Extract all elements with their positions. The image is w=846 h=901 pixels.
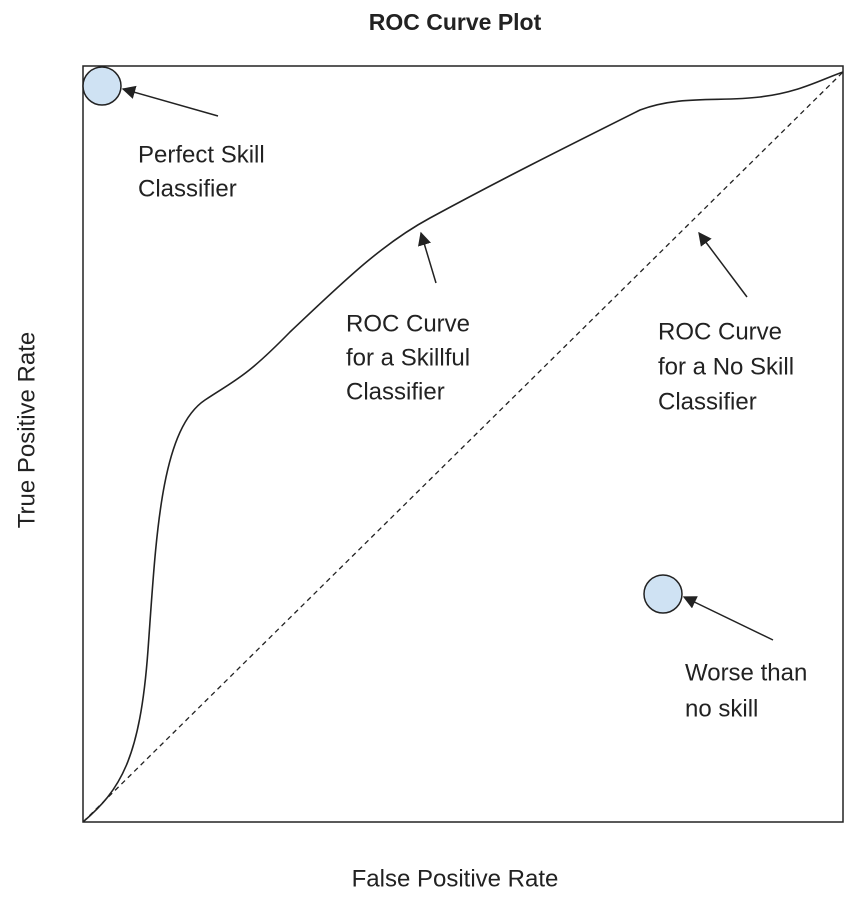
annotation: ROC Curve <box>658 318 782 345</box>
roc-curve <box>82 71 844 823</box>
arrow <box>682 596 774 641</box>
x-axis-label: False Positive Rate <box>352 865 559 892</box>
annotation: for a Skillful <box>346 344 470 371</box>
annotation: no skill <box>685 695 758 722</box>
arrow <box>698 231 748 298</box>
annotation: Perfect Skill <box>138 141 265 168</box>
no-skill-line <box>82 71 844 823</box>
plot-frame <box>82 65 844 823</box>
worse-point <box>643 574 683 614</box>
perfect-point <box>82 66 122 106</box>
annotation: Classifier <box>346 378 445 405</box>
arrow <box>418 231 437 284</box>
annotation: Classifier <box>658 388 757 415</box>
arrow <box>121 85 219 117</box>
y-axis-label: True Positive Rate <box>13 332 40 529</box>
annotation: Classifier <box>138 175 237 202</box>
annotation: ROC Curve <box>346 310 470 337</box>
annotation: Worse than <box>685 659 807 686</box>
annotation: for a No Skill <box>658 353 794 380</box>
title: ROC Curve Plot <box>369 9 542 35</box>
